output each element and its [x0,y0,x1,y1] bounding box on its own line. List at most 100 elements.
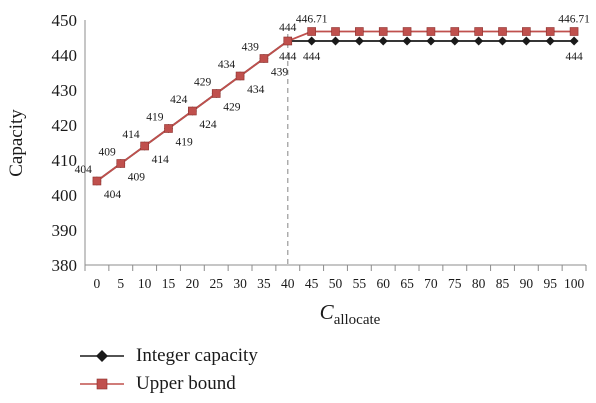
data-point [259,54,269,63]
y-axis: 380 390 400 410 420 430 440 450 [52,11,86,275]
data-point [211,89,221,98]
data-label-integer-capacity: 414 [152,154,170,166]
data-label-upper-bound: 446.71 [558,14,590,26]
data-point [92,176,102,186]
x-tick-label: 45 [305,276,319,291]
data-label-upper-bound: 446.71 [296,14,328,26]
data-label-integer-capacity: 419 [176,137,194,149]
data-point [450,36,460,46]
data-label-upper-bound: 419 [146,112,164,124]
legend-label-integer-capacity: Integer capacity [136,345,258,366]
data-point [164,124,173,133]
data-point [402,27,412,36]
data-label-upper-bound: 404 [75,164,93,176]
data-label-upper-bound: 439 [242,42,260,54]
legend-item-upper-bound: Upper bound [78,370,258,398]
data-labels: 404 409 414 419 424 429 434 439 444 444 444 404 409 4… [75,14,590,201]
x-tick-label: 15 [162,276,176,291]
data-label-integer-capacity: 434 [247,84,264,96]
x-tick-label: 30 [233,276,247,291]
data-label-integer-capacity: 404 [104,189,122,201]
data-point [521,36,531,46]
data-label-upper-bound: 424 [170,94,188,106]
data-point [426,27,436,36]
data-point [498,27,507,36]
data-point [545,36,555,46]
data-point [307,36,317,46]
data-point [474,36,484,46]
data-point [140,141,149,151]
y-tick-label: 440 [52,46,78,65]
y-tick-label: 420 [52,116,78,135]
y-tick-label: 380 [52,256,78,275]
data-point [569,27,579,36]
data-point [354,36,364,46]
y-tick-label: 410 [52,151,78,170]
data-point [331,36,340,46]
data-point [545,27,555,36]
y-tick-label: 400 [52,186,78,205]
data-point [498,36,507,46]
data-label-integer-capacity: 444 [565,51,583,63]
data-point [450,27,460,36]
legend-item-integer-capacity: Integer capacity [78,342,258,370]
y-tick-label: 390 [52,221,78,240]
data-label-upper-bound: 444 [279,22,297,34]
data-label-integer-capacity: 439 [271,67,289,79]
x-tick-label: 55 [353,276,367,291]
data-label-integer-capacity: 429 [223,102,241,114]
x-tick-label: 80 [472,276,486,291]
data-point [116,159,126,168]
data-point [402,36,412,46]
data-label-integer-capacity: 424 [199,119,217,131]
data-label-upper-bound: 414 [122,129,140,141]
x-axis-title-subscript: allocate [334,312,381,328]
data-label-upper-bound: 429 [194,77,212,89]
data-label-integer-capacity: 409 [128,172,145,184]
data-point [378,36,388,46]
data-label-integer-capacity: 444 [303,51,321,63]
data-label-upper-bound: 409 [99,147,117,159]
upper-bound-swatch-icon [80,378,124,390]
x-tick-label: 5 [117,276,124,291]
integer-capacity-swatch-icon [80,350,124,362]
x-axis-title-main: C [320,300,335,324]
x-axis-title: Callocate [320,300,381,328]
x-tick-label: 60 [376,276,390,291]
data-label-upper-bound: 434 [218,59,236,71]
x-tick-label: 50 [329,276,343,291]
x-tick-label: 0 [94,276,101,291]
data-point [522,27,531,36]
data-point [283,36,293,46]
x-tick-label: 40 [281,276,295,291]
data-point [355,27,364,36]
data-point [188,106,197,116]
data-point [235,71,245,81]
x-tick-label: 65 [400,276,414,291]
x-tick-label: 85 [496,276,510,291]
y-axis-title: Capacity [6,109,27,177]
x-tick-label: 90 [520,276,534,291]
x-tick-label: 75 [448,276,462,291]
x-axis: 0 5 10 15 20 25 30 35 40 45 50 55 60 65 70 75 80 85 90 95 10… [84,264,587,291]
x-tick-label: 35 [257,276,271,291]
x-tick-label: 95 [543,276,557,291]
x-tick-label: 20 [186,276,200,291]
x-tick-label: 100 [564,276,585,291]
data-point [569,36,579,46]
data-point [474,27,483,36]
data-point [378,27,388,36]
data-point [331,27,340,36]
data-point [307,27,316,36]
x-tick-label: 25 [209,276,223,291]
y-tick-label: 430 [52,81,78,100]
x-tick-label: 10 [138,276,152,291]
legend-label-upper-bound: Upper bound [136,373,236,394]
y-tick-label: 450 [52,11,78,30]
data-label-integer-capacity: 444 [279,51,297,63]
data-point [426,36,436,46]
series-upper-bound [92,27,579,186]
x-tick-label: 70 [424,276,438,291]
legend: Integer capacity Upper bound [78,342,258,398]
series-group [92,27,579,186]
